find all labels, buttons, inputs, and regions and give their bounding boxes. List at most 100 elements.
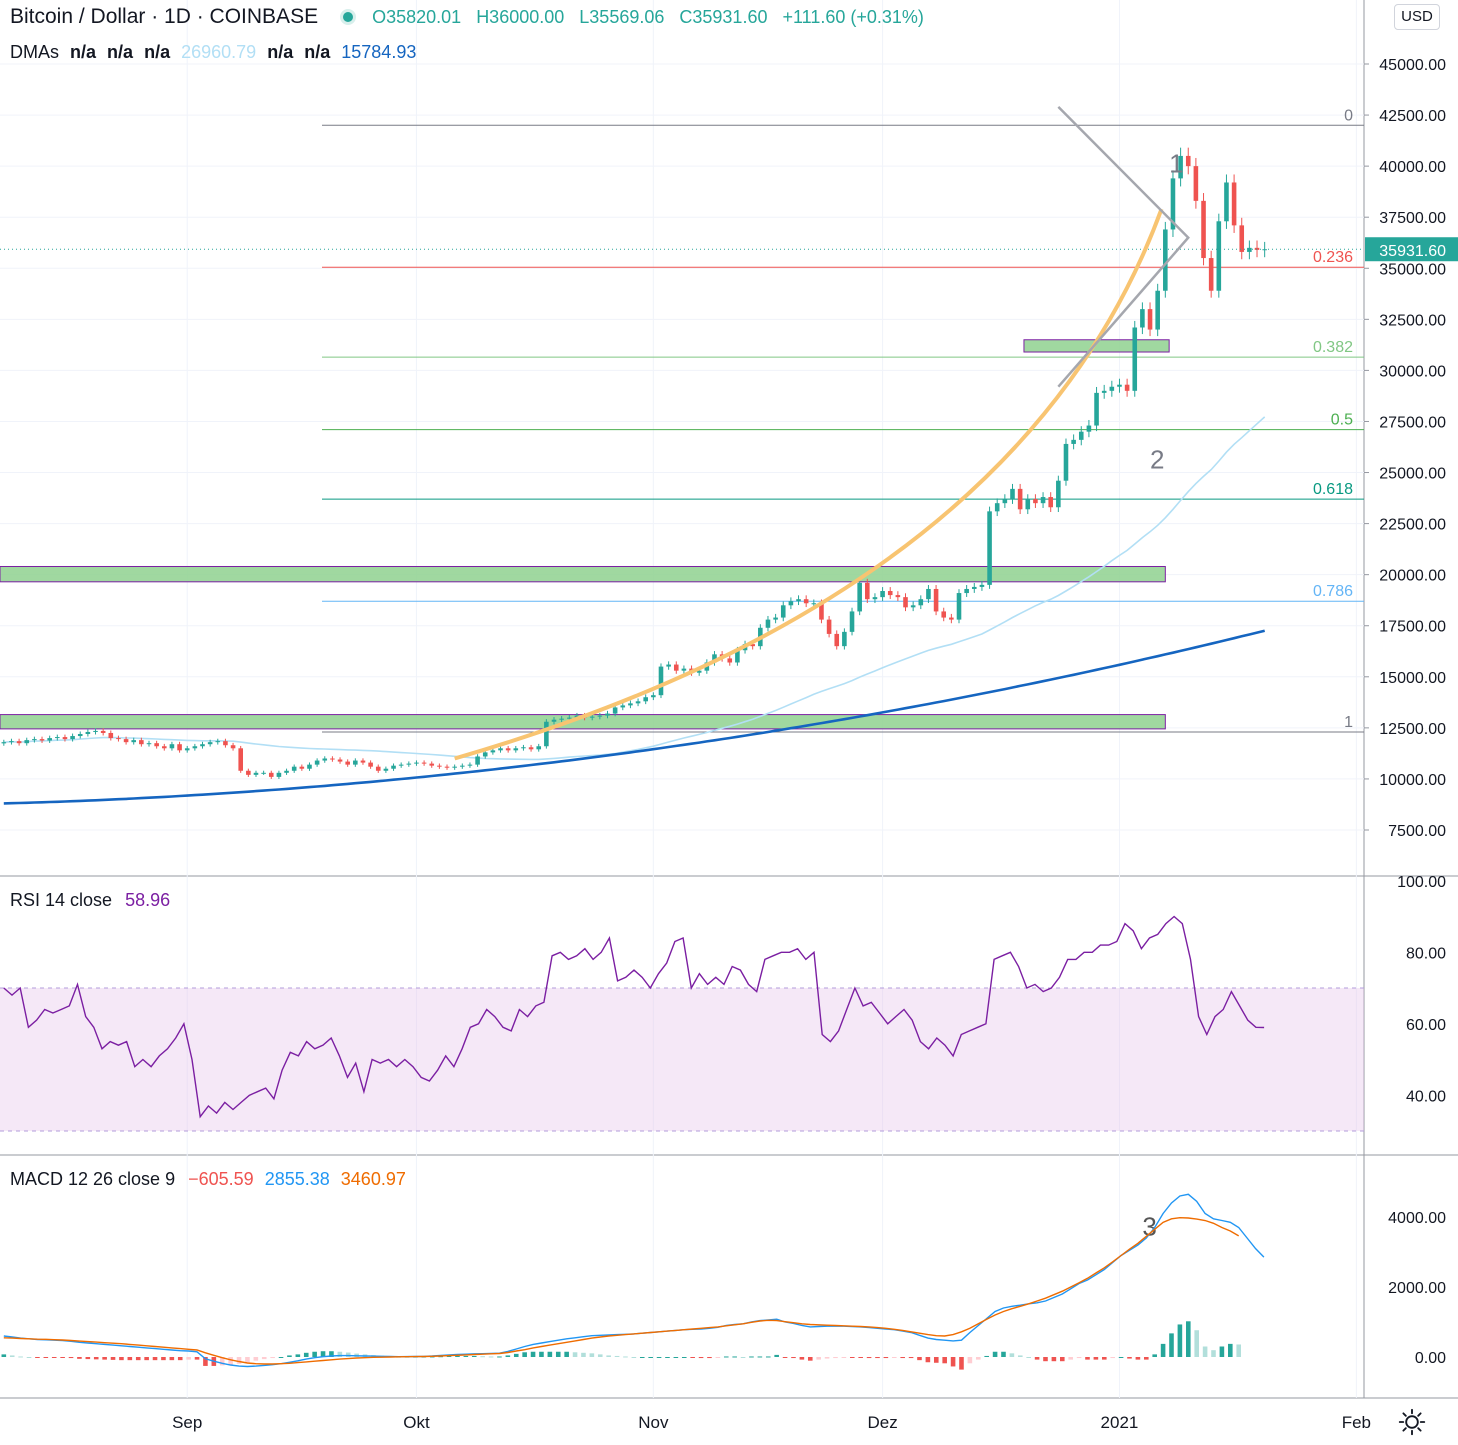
support-zones xyxy=(0,339,1170,730)
time-tick-label: Feb xyxy=(1342,1413,1371,1432)
candle-body xyxy=(467,764,473,766)
candle-body xyxy=(842,631,847,647)
rsi-line xyxy=(3,915,1265,1119)
macd-label: MACD 12 26 close 9 xyxy=(10,1169,176,1189)
macd-histogram-bar xyxy=(791,1357,796,1359)
macd-histogram-bar xyxy=(1034,1357,1040,1360)
rsi-legend[interactable]: RSI 14 close 58.96 xyxy=(10,890,170,911)
fib-level-label: 0.5 xyxy=(1331,412,1353,429)
candle-body xyxy=(956,593,962,620)
macd-histogram-bar xyxy=(581,1352,586,1357)
candle-body xyxy=(32,739,37,741)
candle-body xyxy=(139,740,144,745)
candle-body xyxy=(536,746,542,750)
macd-histogram-bar xyxy=(1051,1357,1057,1362)
candle-body xyxy=(1002,499,1008,504)
candle-body xyxy=(865,582,870,600)
candle-body xyxy=(528,747,534,750)
candle-body xyxy=(1170,178,1176,230)
macd-tick-label: 0.00 xyxy=(1415,1350,1446,1367)
macd-tick-label: 2000.00 xyxy=(1388,1280,1446,1297)
candle-body xyxy=(780,605,786,618)
candle-body xyxy=(926,588,931,600)
macd-histogram-bar xyxy=(60,1357,65,1358)
macd-signal-value: 3460.97 xyxy=(340,1169,406,1189)
fib-level-label: 0.382 xyxy=(1313,339,1353,356)
macd-histogram-bar xyxy=(975,1357,981,1360)
candle-body xyxy=(1086,425,1092,432)
macd-histogram-bar xyxy=(883,1357,889,1359)
macd-histogram-bar xyxy=(522,1352,527,1357)
candle-body xyxy=(635,701,641,704)
candle-body xyxy=(544,721,549,747)
candle-body xyxy=(261,772,266,774)
macd-histogram-bar xyxy=(413,1356,418,1358)
candle-body xyxy=(811,603,817,605)
fib-level-label: 0.236 xyxy=(1313,249,1353,266)
macd-histogram-bar xyxy=(1043,1357,1048,1362)
macd-histogram-bar xyxy=(690,1357,695,1358)
candle-body xyxy=(1025,499,1031,510)
price-tick-label: 35000.00 xyxy=(1379,261,1446,278)
candle-body xyxy=(1078,431,1084,440)
candle-body xyxy=(452,766,457,768)
candle-body xyxy=(9,741,14,743)
candle-body xyxy=(712,654,717,663)
macd-histogram-bar xyxy=(51,1357,57,1358)
macd-line-value: 2855.38 xyxy=(264,1169,330,1189)
macd-histogram-bar xyxy=(639,1357,645,1358)
macd-histogram-bar xyxy=(421,1356,427,1358)
candle-body xyxy=(123,739,129,743)
dma-value-7: 15784.93 xyxy=(341,42,417,62)
candle-body xyxy=(223,741,228,746)
macd-histogram-bar xyxy=(858,1357,863,1358)
candle-body xyxy=(1247,247,1252,252)
macd-histogram-bar xyxy=(287,1355,292,1357)
candle-body xyxy=(391,765,396,769)
candle-body xyxy=(803,599,809,604)
macd-histogram-bar xyxy=(740,1357,746,1358)
macd-line xyxy=(3,1193,1265,1368)
macd-histogram-bar xyxy=(1110,1357,1115,1359)
macd-histogram-bar xyxy=(1118,1357,1124,1358)
price-tick-label: 22500.00 xyxy=(1379,517,1446,534)
macd-histogram-bar xyxy=(1026,1357,1031,1358)
candle-body xyxy=(215,741,221,743)
market-status-icon[interactable] xyxy=(340,9,357,25)
macd-histogram-bar xyxy=(245,1357,250,1363)
currency-button[interactable]: USD xyxy=(1394,4,1440,30)
macd-histogram-bar xyxy=(127,1357,133,1361)
macd-histogram-bar xyxy=(1177,1324,1183,1357)
macd-histogram-bar xyxy=(900,1357,905,1359)
annotation-label: 1 xyxy=(1169,148,1183,178)
dma-legend[interactable]: DMAs n/a n/a n/a 26960.79 n/a n/a 15784.… xyxy=(10,42,422,63)
rsi-label: RSI 14 close xyxy=(10,890,113,910)
macd-histogram-bar xyxy=(505,1355,511,1357)
candle-body xyxy=(421,762,427,764)
macd-histogram-bar xyxy=(513,1353,519,1357)
macd-histogram-bar xyxy=(681,1357,687,1358)
candle-body xyxy=(651,695,656,698)
macd-legend[interactable]: MACD 12 26 close 9 −605.59 2855.38 3460.… xyxy=(10,1169,406,1190)
candle-body xyxy=(941,611,947,618)
candle-body xyxy=(1056,480,1061,508)
symbol-title[interactable]: Bitcoin / Dollar · 1D · COINBASE xyxy=(10,5,319,28)
moving-averages xyxy=(3,416,1266,805)
macd-histogram-bar xyxy=(177,1357,183,1361)
macd-histogram-bar xyxy=(1093,1357,1099,1360)
settings-gear-icon[interactable] xyxy=(1398,1408,1426,1436)
price-axis[interactable]: 45000.00 42500.00 40000.00 37500.00 35000.00… xyxy=(1364,57,1458,1367)
candle-body xyxy=(192,746,198,749)
macd-histogram-bar xyxy=(219,1357,225,1366)
candle-body xyxy=(429,763,435,766)
macd-histogram-bar xyxy=(765,1356,771,1358)
macd-histogram-bar xyxy=(589,1353,595,1357)
time-axis[interactable]: Sep Okt Nov Dez 2021 Feb xyxy=(172,1413,1371,1432)
macd-histogram-bar xyxy=(345,1352,351,1357)
macd-histogram-bar xyxy=(1228,1343,1233,1357)
candle-body xyxy=(673,664,679,671)
candle-body xyxy=(437,765,442,767)
time-tick-label: Okt xyxy=(403,1413,430,1432)
macd-histogram-bar xyxy=(782,1357,788,1358)
